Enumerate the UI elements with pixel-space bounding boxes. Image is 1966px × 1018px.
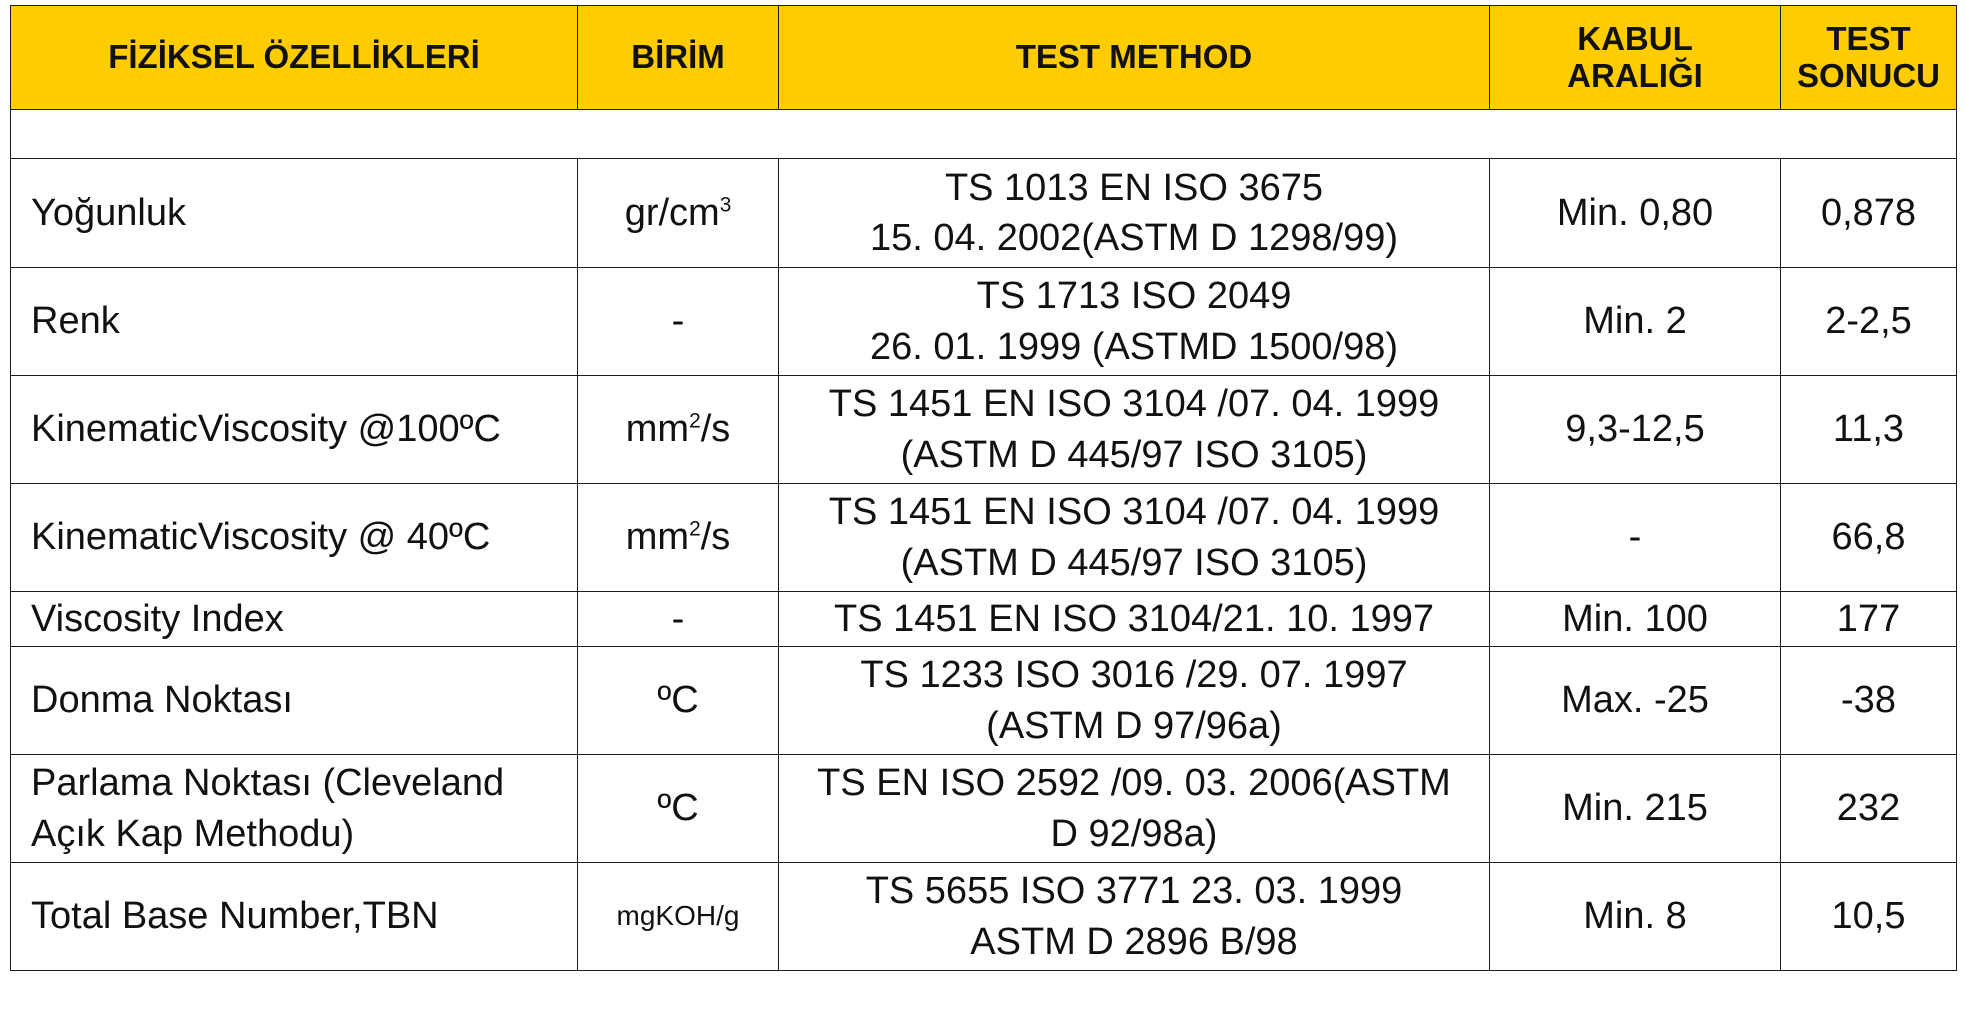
table-row: Renk - TS 1713 ISO 2049 26. 01. 1999 (AS… [10, 267, 1957, 376]
method-cell: TS 1013 EN ISO 3675 15. 04. 2002(ASTM D … [778, 158, 1490, 268]
method-cell: TS 1713 ISO 2049 26. 01. 1999 (ASTMD 150… [778, 267, 1490, 376]
header-unit: BİRİM [577, 5, 779, 110]
range-cell: Min. 215 [1489, 754, 1781, 863]
range-cell: Min. 2 [1489, 267, 1781, 376]
range-cell: 9,3-12,5 [1489, 375, 1781, 484]
property-cell: Total Base Number,TBN [10, 862, 578, 971]
result-cell: 232 [1780, 754, 1957, 863]
property-cell: Yoğunluk [10, 158, 578, 268]
property-cell: KinematicViscosity @ 40ºC [10, 483, 578, 592]
unit-cell: ºC [577, 754, 779, 863]
table-row: Viscosity Index - TS 1451 EN ISO 3104/21… [10, 591, 1957, 647]
property-cell: Parlama Noktası (Cleveland Açık Kap Meth… [10, 754, 578, 863]
header-property: FİZİKSEL ÖZELLİKLERİ [10, 5, 578, 110]
property-cell: Renk [10, 267, 578, 376]
table-row: Yoğunluk gr/cm3 TS 1013 EN ISO 3675 15. … [10, 158, 1957, 268]
empty-cell [10, 109, 1957, 159]
unit-cell: - [577, 267, 779, 376]
spacer-row [10, 109, 1957, 159]
result-cell: 2-2,5 [1780, 267, 1957, 376]
result-cell: 11,3 [1780, 375, 1957, 484]
header-test-result: TEST SONUCU [1780, 5, 1957, 110]
property-cell: Donma Noktası [10, 646, 578, 755]
method-cell: TS 1451 EN ISO 3104 /07. 04. 1999 (ASTM … [778, 483, 1490, 592]
header-acceptance-range: KABUL ARALIĞI [1489, 5, 1781, 110]
method-cell: TS 5655 ISO 3771 23. 03. 1999 ASTM D 289… [778, 862, 1490, 971]
table-row: Parlama Noktası (Cleveland Açık Kap Meth… [10, 754, 1957, 863]
range-cell: - [1489, 483, 1781, 592]
method-cell: TS 1451 EN ISO 3104/21. 10. 1997 [778, 591, 1490, 647]
unit-cell: mm2/s [577, 375, 779, 484]
result-cell: 10,5 [1780, 862, 1957, 971]
method-cell: TS 1451 EN ISO 3104 /07. 04. 1999 (ASTM … [778, 375, 1490, 484]
range-cell: Min. 0,80 [1489, 158, 1781, 268]
header-test-method: TEST METHOD [778, 5, 1490, 110]
method-cell: TS 1233 ISO 3016 /29. 07. 1997 (ASTM D 9… [778, 646, 1490, 755]
range-cell: Min. 100 [1489, 591, 1781, 647]
unit-cell: gr/cm3 [577, 158, 779, 268]
property-cell: Viscosity Index [10, 591, 578, 647]
result-cell: 0,878 [1780, 158, 1957, 268]
unit-cell: mm2/s [577, 483, 779, 592]
property-cell: KinematicViscosity @100ºC [10, 375, 578, 484]
range-cell: Max. -25 [1489, 646, 1781, 755]
unit-cell: mgKOH/g [577, 862, 779, 971]
unit-cell: ºC [577, 646, 779, 755]
header-row: FİZİKSEL ÖZELLİKLERİ BİRİM TEST METHOD K… [10, 5, 1957, 110]
table-row: Total Base Number,TBN mgKOH/g TS 5655 IS… [10, 862, 1957, 971]
unit-cell: - [577, 591, 779, 647]
table-row: Donma Noktası ºC TS 1233 ISO 3016 /29. 0… [10, 646, 1957, 755]
table-row: KinematicViscosity @ 40ºC mm2/s TS 1451 … [10, 483, 1957, 592]
method-cell: TS EN ISO 2592 /09. 03. 2006(ASTM D 92/9… [778, 754, 1490, 863]
spec-table: FİZİKSEL ÖZELLİKLERİ BİRİM TEST METHOD K… [10, 5, 1957, 971]
result-cell: 66,8 [1780, 483, 1957, 592]
result-cell: 177 [1780, 591, 1957, 647]
table-row: KinematicViscosity @100ºC mm2/s TS 1451 … [10, 375, 1957, 484]
result-cell: -38 [1780, 646, 1957, 755]
range-cell: Min. 8 [1489, 862, 1781, 971]
